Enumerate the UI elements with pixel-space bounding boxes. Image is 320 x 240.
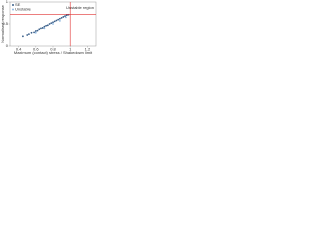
point — [53, 20, 56, 23]
legend-marker — [12, 8, 14, 11]
point — [43, 27, 46, 30]
x-tick-label: 0.8 — [50, 47, 56, 52]
y-axis-label: Normalised response — [0, 4, 5, 43]
x-tick-label: 1.2 — [85, 47, 91, 52]
point — [26, 34, 29, 36]
y-tick-label: 0.5 — [2, 21, 8, 26]
point — [57, 18, 60, 21]
legend-marker — [12, 4, 14, 6]
x-tick-label: 0.6 — [33, 47, 39, 52]
point — [34, 30, 37, 32]
annotation: Unstable region — [66, 5, 94, 10]
point — [46, 24, 49, 27]
point — [48, 23, 51, 25]
y-tick-label: 0 — [6, 43, 9, 48]
point — [50, 22, 53, 25]
x-tick-label: 1 — [69, 47, 72, 52]
point — [41, 27, 44, 29]
point — [30, 31, 33, 34]
point — [55, 19, 58, 22]
point — [22, 35, 24, 38]
point — [60, 16, 63, 19]
y-tick-label: 1 — [6, 0, 9, 4]
legend-label: Unstable — [15, 7, 32, 12]
x-tick-label: 0.4 — [16, 47, 22, 52]
x-axis-label: Maximum (contact) stress / Shakedown lim… — [14, 50, 93, 55]
point — [36, 29, 39, 32]
point — [65, 14, 68, 17]
point — [62, 16, 65, 18]
point — [28, 33, 30, 36]
point — [52, 21, 54, 24]
point — [65, 16, 67, 19]
legend-label: SE — [15, 2, 21, 7]
point — [64, 15, 66, 17]
point — [52, 23, 54, 25]
chart: Maximum (contact) stress / Shakedown lim… — [0, 0, 97, 55]
point — [58, 20, 61, 22]
point — [33, 31, 35, 34]
point — [34, 31, 37, 34]
point — [45, 24, 48, 27]
point — [58, 17, 61, 20]
point — [38, 28, 41, 31]
point — [40, 27, 42, 30]
point — [43, 25, 46, 28]
